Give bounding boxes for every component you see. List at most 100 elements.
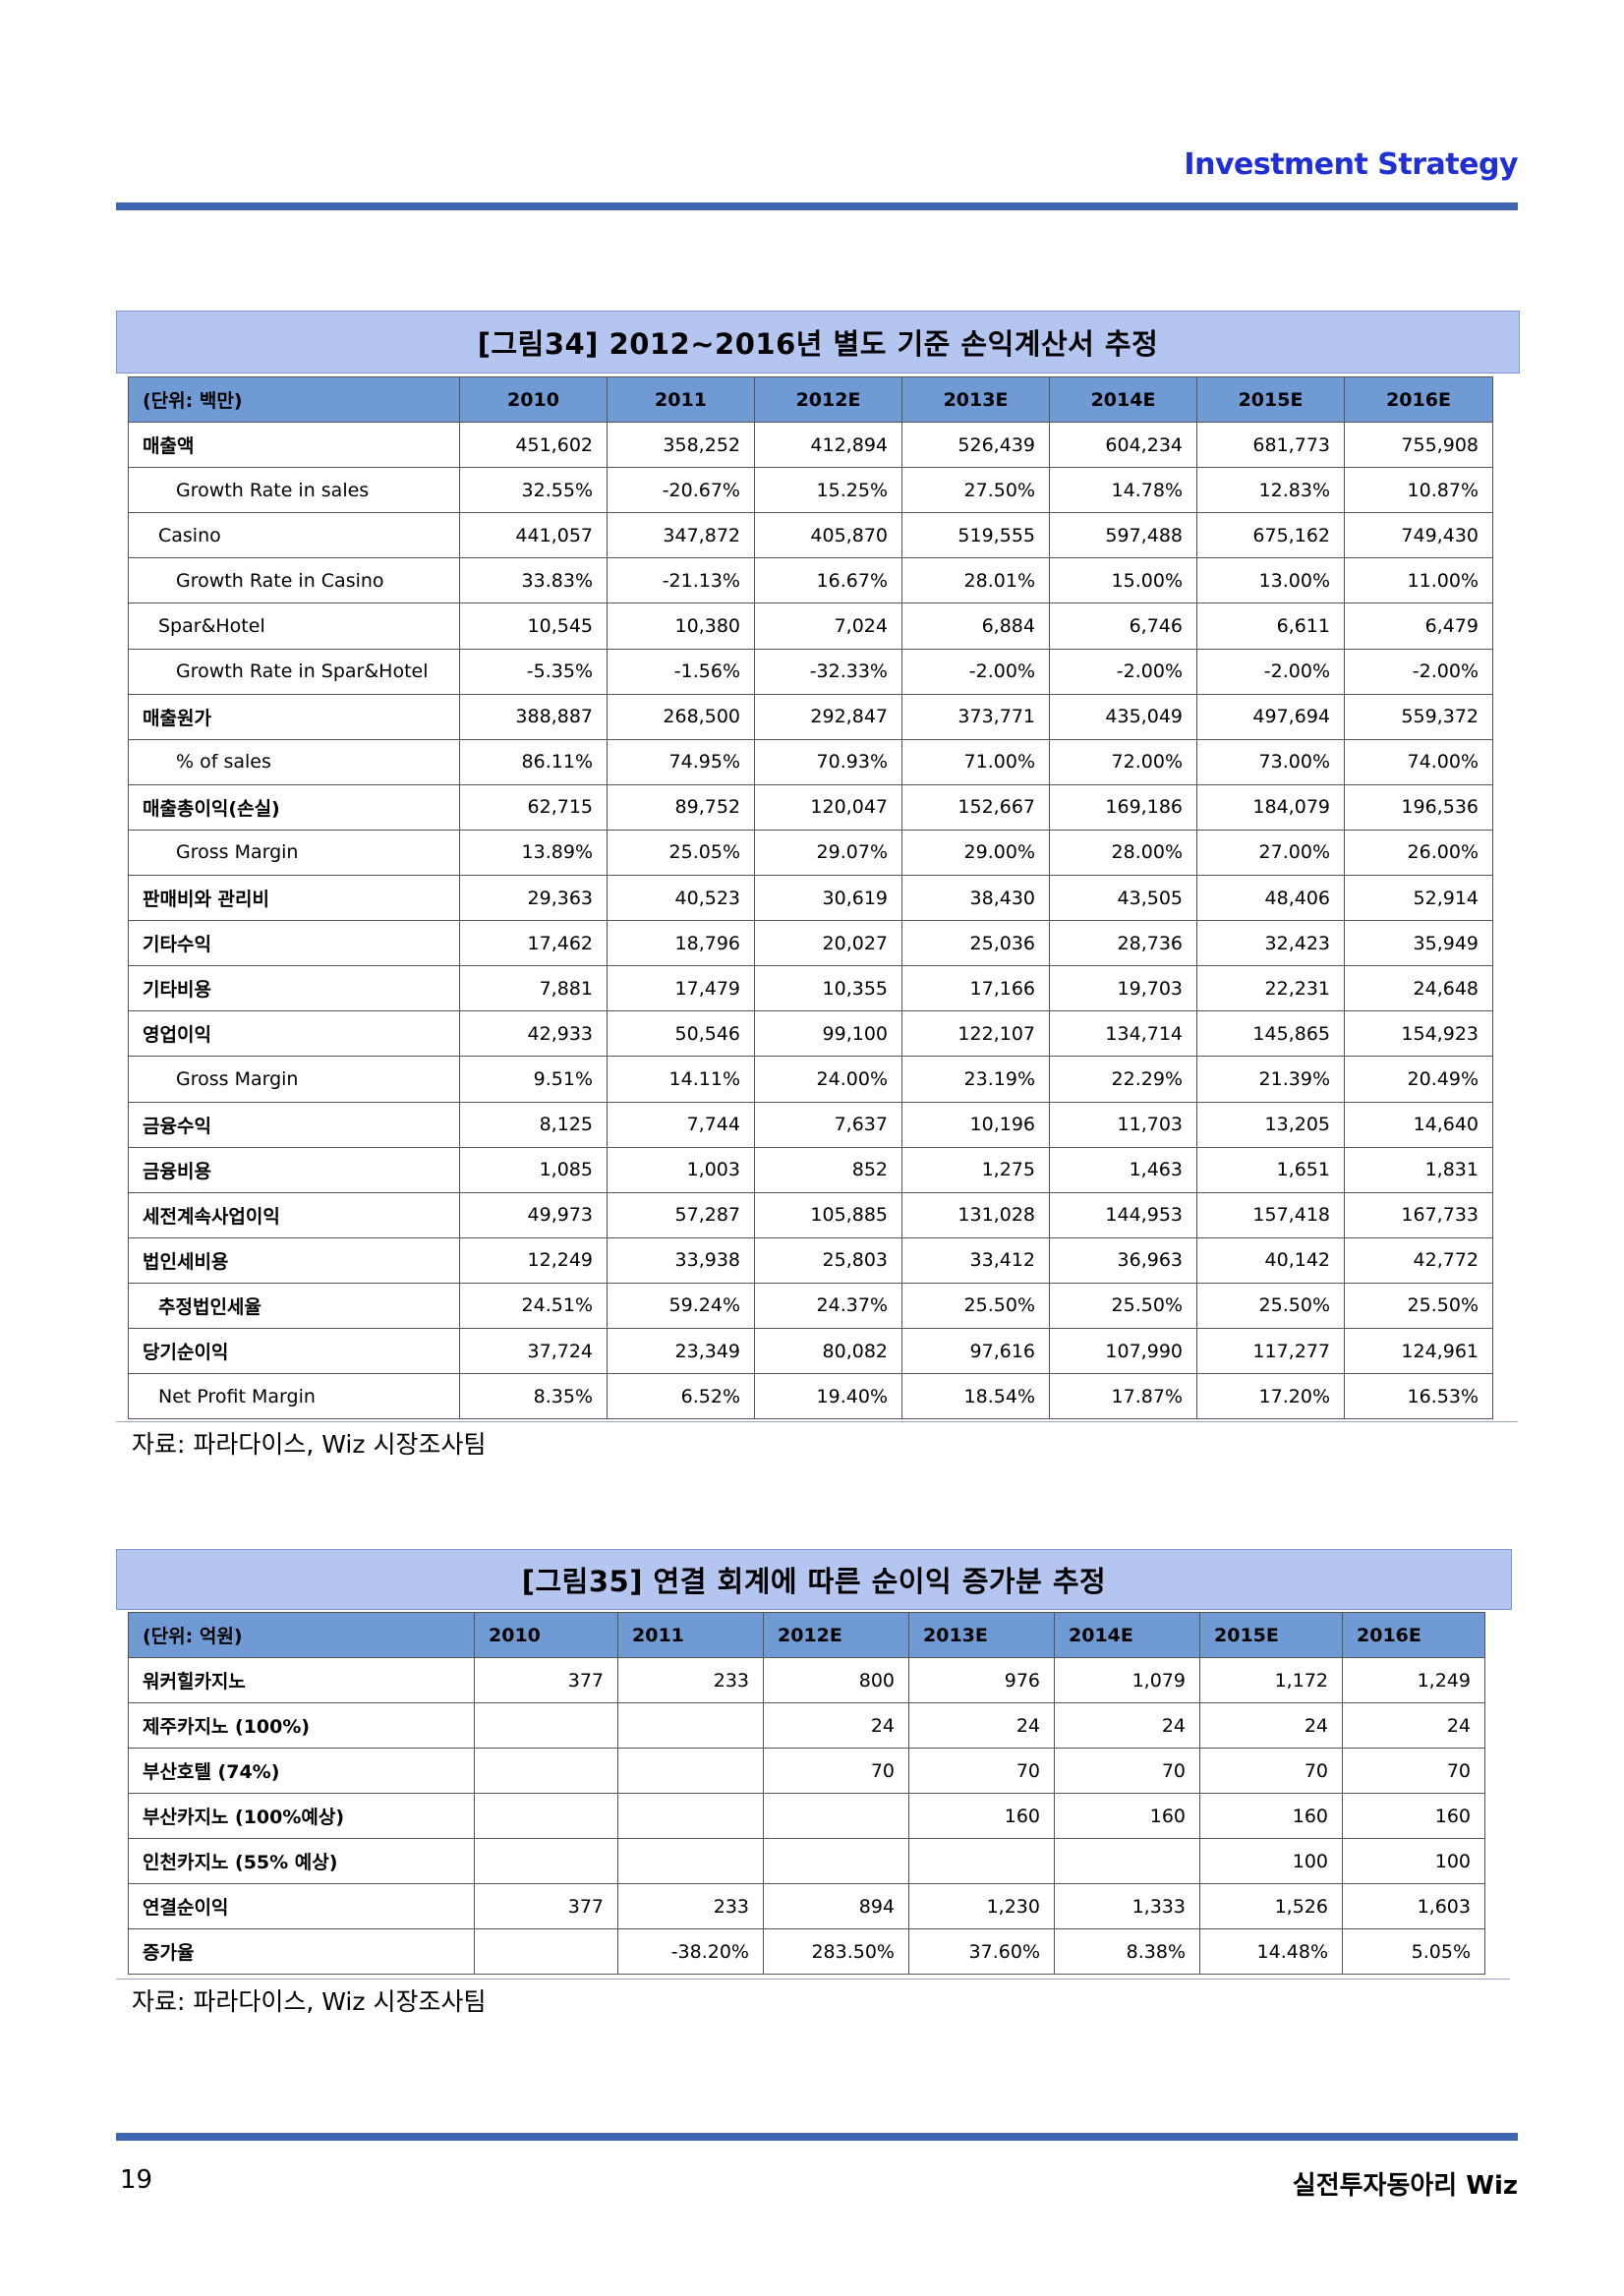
table-cell: 122,107 <box>901 1010 1050 1058</box>
table-cell: 11.00% <box>1344 557 1493 604</box>
table-cell: 86.11% <box>459 738 608 785</box>
table-cell: -2.00% <box>1049 648 1197 695</box>
table-cell: 35,949 <box>1344 920 1493 967</box>
table-cell: 30,619 <box>754 875 902 922</box>
table-cell: 42,772 <box>1344 1236 1493 1284</box>
table-cell: 976 <box>908 1657 1055 1703</box>
row-label: 인천카지노 (55% 예상) <box>128 1838 475 1884</box>
table-cell: 32.55% <box>459 467 608 514</box>
table-cell: 526,439 <box>901 422 1050 469</box>
table-cell: -1.56% <box>607 648 755 695</box>
table-cell <box>474 1748 618 1794</box>
table-row: 매출액 451,602 358,252 412,894 526,439 604,234 68… <box>128 422 1493 469</box>
unit-label: (단위: 억원) <box>128 1612 475 1658</box>
table-cell: 10,545 <box>459 603 608 650</box>
table-cell: 13.00% <box>1196 557 1345 604</box>
table-cell: 268,500 <box>607 693 755 740</box>
table-cell: 22.29% <box>1049 1056 1197 1103</box>
table-row: 인천카지노 (55% 예상) 100 100 <box>128 1838 1485 1884</box>
table-cell: 24 <box>763 1702 909 1749</box>
table-cell: 894 <box>763 1883 909 1929</box>
table-cell: 25.50% <box>1196 1282 1345 1329</box>
table-cell: 70.93% <box>754 738 902 785</box>
table-cell: -2.00% <box>1344 648 1493 695</box>
table-cell: 15.25% <box>754 467 902 514</box>
row-label: 추정법인세율 <box>128 1282 460 1329</box>
table-cell: 1,526 <box>1199 1883 1343 1929</box>
table-row: 세전계속사업이익 49,973 57,287 105,885 131,028 144,95… <box>128 1191 1493 1238</box>
row-label: 매출총이익(손실) <box>128 783 460 831</box>
row-label: 금융비용 <box>128 1146 460 1193</box>
row-label: Growth Rate in Spar&Hotel <box>128 648 460 695</box>
row-label: % of sales <box>128 738 460 785</box>
table-cell: 9.51% <box>459 1056 608 1103</box>
table-cell: 144,953 <box>1049 1191 1197 1238</box>
table-cell: 19,703 <box>1049 965 1197 1012</box>
table-cell: 14.11% <box>607 1056 755 1103</box>
row-label: Growth Rate in sales <box>128 467 460 514</box>
table-cell: 27.50% <box>901 467 1050 514</box>
table-cell: 681,773 <box>1196 422 1345 469</box>
table-cell: 97,616 <box>901 1327 1050 1375</box>
year-header: 2013E <box>901 375 1050 424</box>
table-cell: 29.00% <box>901 829 1050 877</box>
table-row: 금융수익 8,125 7,744 7,637 10,196 11,703 13,205 14,… <box>128 1101 1493 1148</box>
table-cell: 160 <box>1342 1793 1485 1839</box>
table-row: 기타수익 17,462 18,796 20,027 25,036 28,736 32,423… <box>128 920 1493 967</box>
table-cell: 25,036 <box>901 920 1050 967</box>
table-cell: 21.39% <box>1196 1056 1345 1103</box>
table-cell: 1,275 <box>901 1146 1050 1193</box>
table-cell: 152,667 <box>901 783 1050 831</box>
table-cell: 184,079 <box>1196 783 1345 831</box>
table-cell: -38.20% <box>617 1928 764 1975</box>
figure35-title: [그림35] 연결 회계에 따른 순이익 증가분 추정 <box>116 1549 1512 1610</box>
table-cell: 40,142 <box>1196 1236 1345 1284</box>
table-cell: 5.05% <box>1342 1928 1485 1975</box>
table-cell: 377 <box>474 1883 618 1929</box>
report-section-title: Investment Strategy <box>1184 147 1518 182</box>
table-cell <box>763 1793 909 1839</box>
table-cell: 42,933 <box>459 1010 608 1058</box>
table-cell: 24 <box>908 1702 1055 1749</box>
table-cell: 120,047 <box>754 783 902 831</box>
table-cell: 12,249 <box>459 1236 608 1284</box>
table-cell: 80,082 <box>754 1327 902 1375</box>
table-cell: 117,277 <box>1196 1327 1345 1375</box>
table-cell: 10,196 <box>901 1101 1050 1148</box>
table-cell: 16.67% <box>754 557 902 604</box>
table-cell: 373,771 <box>901 693 1050 740</box>
table-cell: -2.00% <box>1196 648 1345 695</box>
footer-rule <box>116 2133 1518 2141</box>
table-cell: 70 <box>1054 1748 1200 1794</box>
table-cell: 7,637 <box>754 1101 902 1148</box>
table-row: Net Profit Margin 8.35% 6.52% 19.40% 18.54% 1… <box>128 1373 1493 1420</box>
table-cell: 6.52% <box>607 1373 755 1420</box>
table-cell <box>617 1793 764 1839</box>
row-label: 증가율 <box>128 1928 475 1975</box>
table-cell: 105,885 <box>754 1191 902 1238</box>
table-cell: 40,523 <box>607 875 755 922</box>
table-cell: 6,884 <box>901 603 1050 650</box>
row-label: 매출액 <box>128 422 460 469</box>
row-label: 영업이익 <box>128 1010 460 1058</box>
table-cell: 233 <box>617 1883 764 1929</box>
table-cell: 7,744 <box>607 1101 755 1148</box>
table-cell: 14,640 <box>1344 1101 1493 1148</box>
table-cell: 1,333 <box>1054 1883 1200 1929</box>
table-cell: 6,611 <box>1196 603 1345 650</box>
table-cell: 33,412 <box>901 1236 1050 1284</box>
year-header: 2013E <box>908 1612 1055 1658</box>
table-cell: 50,546 <box>607 1010 755 1058</box>
table-cell: 29,363 <box>459 875 608 922</box>
table-cell: 10.87% <box>1344 467 1493 514</box>
row-label: Gross Margin <box>128 829 460 877</box>
table-cell: 14.78% <box>1049 467 1197 514</box>
table-cell: -32.33% <box>754 648 902 695</box>
year-header: 2014E <box>1054 1612 1200 1658</box>
row-label: 워커힐카지노 <box>128 1657 475 1703</box>
table-cell: 12.83% <box>1196 467 1345 514</box>
table-row: 부산호텔 (74%) 70 70 70 70 70 <box>128 1748 1485 1794</box>
table-cell: 157,418 <box>1196 1191 1345 1238</box>
table-cell: 377 <box>474 1657 618 1703</box>
table-cell: 17.87% <box>1049 1373 1197 1420</box>
